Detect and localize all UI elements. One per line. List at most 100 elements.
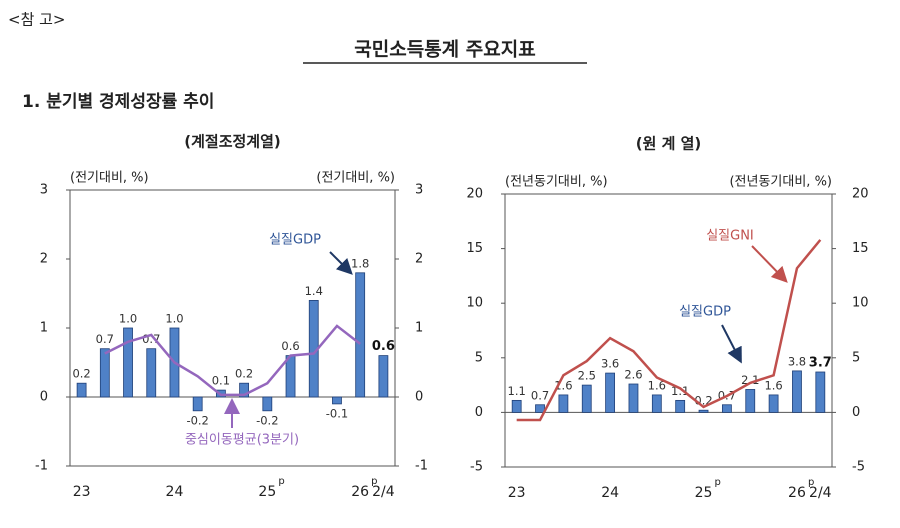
y2-axis-label: (전년동기대비, %) <box>729 175 832 190</box>
value-label: 3.8 <box>788 354 806 368</box>
plot-frame <box>504 193 833 468</box>
y-tick-label: 1 <box>40 321 48 336</box>
bar <box>239 382 250 398</box>
x-tick-superscript: p <box>278 476 284 487</box>
bar <box>285 355 296 398</box>
x-tick-label: 23 <box>508 485 526 501</box>
bar <box>628 383 639 413</box>
y-axis-label: (전년동기대비, %) <box>505 175 608 190</box>
y2-tick-label: 5 <box>852 350 860 365</box>
x-tick-superscript: p <box>371 476 377 487</box>
bar <box>815 371 826 413</box>
x-tick-superscript: p <box>715 477 721 488</box>
annotation-arrow <box>751 245 788 283</box>
value-label: 0.7 <box>96 332 114 346</box>
doc-title: 국민소득통계 주요지표 <box>354 39 535 61</box>
value-label: 1.0 <box>165 312 183 326</box>
x-tick-label: 25 <box>695 485 713 501</box>
value-label: 0.6 <box>281 339 299 353</box>
bar <box>262 396 273 412</box>
value-label: 1.1 <box>508 384 526 398</box>
section-title: 1. 분기별 경제성장률 추이 <box>22 92 214 112</box>
annotation-arrow <box>721 324 742 364</box>
bar <box>698 409 709 413</box>
y2-tick-label: -1 <box>415 459 428 474</box>
bar <box>378 355 389 398</box>
y-tick-label: 3 <box>40 183 48 198</box>
value-label: 2.6 <box>624 368 642 382</box>
bar <box>675 399 686 413</box>
y-tick-label: 10 <box>466 296 483 311</box>
value-label: 1.6 <box>764 378 782 392</box>
value-label: 1.8 <box>351 256 369 270</box>
x-tick-label: 24 <box>166 484 184 500</box>
panel-title: (원 계 열) <box>636 135 702 153</box>
series-label: 실질GDP <box>269 233 321 248</box>
bar <box>76 382 87 398</box>
line <box>104 324 361 397</box>
bar <box>355 272 366 398</box>
x-tick-label: 2/4 <box>809 485 832 501</box>
y-tick-label: 2 <box>40 252 48 267</box>
bar <box>721 404 732 413</box>
y2-tick-label: 15 <box>852 241 869 256</box>
y2-tick-label: 1 <box>415 321 423 336</box>
value-label: 0.7 <box>531 388 549 402</box>
bar <box>605 372 616 413</box>
bar <box>192 396 203 412</box>
y-tick-label: -1 <box>35 459 48 474</box>
bar <box>146 348 157 398</box>
value-label: 2.5 <box>578 369 596 383</box>
x-tick-label: 24 <box>601 485 619 501</box>
y2-tick-label: 10 <box>852 296 869 311</box>
bar <box>511 399 522 413</box>
y2-tick-label: 0 <box>852 405 860 420</box>
bar <box>332 396 342 405</box>
line <box>516 239 822 422</box>
bar <box>535 404 545 413</box>
y-tick-label: 0 <box>40 390 48 405</box>
bar <box>745 389 756 413</box>
value-label: 1.0 <box>119 312 137 326</box>
value-label: -0.2 <box>256 413 278 427</box>
value-label: -0.2 <box>186 413 208 427</box>
value-label: 1.6 <box>648 378 666 392</box>
series-label: 실질GNI <box>706 229 754 244</box>
x-tick-label: 2/4 <box>372 484 395 500</box>
y-tick-label: 0 <box>475 405 483 420</box>
value-label: 2.1 <box>741 373 759 387</box>
bar <box>558 394 569 413</box>
y-tick-label: -5 <box>470 460 483 475</box>
note: <참 고> <box>8 11 66 29</box>
value-label: 0.6 <box>372 339 395 354</box>
value-label: 3.6 <box>601 357 619 371</box>
bar <box>792 370 802 413</box>
value-label: 3.7 <box>809 355 832 370</box>
y2-tick-label: -5 <box>852 460 865 475</box>
y2-tick-label: 0 <box>415 390 423 405</box>
y2-tick-label: 2 <box>415 252 423 267</box>
value-label: 0.2 <box>72 367 90 381</box>
y2-tick-label: 20 <box>852 187 869 202</box>
y2-axis-label: (전기대비, %) <box>316 171 395 186</box>
series-label: 중심이동평균(3분기) <box>185 433 299 448</box>
annotation-arrow <box>329 251 353 275</box>
value-label: 0.2 <box>235 367 253 381</box>
value-label: 1.4 <box>305 284 323 298</box>
y-tick-label: 15 <box>466 241 483 256</box>
y-tick-label: 20 <box>466 187 483 202</box>
panel-title: (계절조정계열) <box>184 133 281 151</box>
y-tick-label: 5 <box>475 350 483 365</box>
x-tick-label: 25 <box>258 484 276 500</box>
bar <box>123 327 133 398</box>
x-tick-superscript: p <box>808 477 814 488</box>
x-tick-label: 23 <box>73 484 91 500</box>
y2-tick-label: 3 <box>415 183 423 198</box>
bar <box>99 348 110 398</box>
x-tick-label: 26 <box>788 485 806 501</box>
value-label: -0.1 <box>326 406 348 420</box>
bar <box>768 394 779 413</box>
series-label: 실질GDP <box>679 305 731 320</box>
x-tick-label: 26 <box>351 484 369 500</box>
